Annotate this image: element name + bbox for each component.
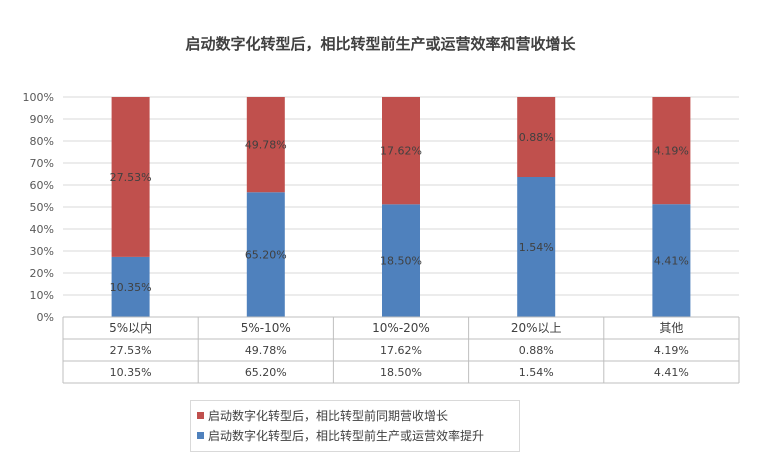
table-cell-revenue: 0.88% xyxy=(519,344,554,357)
data-label-efficiency: 18.50% xyxy=(380,255,422,268)
y-tick-label: 0% xyxy=(37,311,54,324)
y-tick-label: 100% xyxy=(23,91,54,104)
bar-segment-revenue xyxy=(652,97,691,205)
bar-segment-efficiency xyxy=(382,204,420,317)
data-label-revenue: 4.19% xyxy=(654,145,689,158)
y-tick-label: 60% xyxy=(30,179,54,192)
data-label-efficiency: 1.54% xyxy=(519,241,554,254)
y-tick-label: 50% xyxy=(30,201,54,214)
x-category-label: 10%-20% xyxy=(372,321,430,335)
chart-title: 启动数字化转型后，相比转型前生产或运营效率和营收增长 xyxy=(185,35,576,53)
y-tick-label: 70% xyxy=(30,157,54,170)
table-cell-efficiency: 65.20% xyxy=(245,366,287,379)
table-cell-revenue: 27.53% xyxy=(110,344,152,357)
data-label-efficiency: 65.20% xyxy=(245,249,287,262)
x-category-label: 5%以内 xyxy=(109,321,152,335)
data-label-revenue: 17.62% xyxy=(380,145,422,158)
x-category-label: 20%以上 xyxy=(511,321,562,335)
y-tick-label: 10% xyxy=(30,289,54,302)
y-tick-label: 20% xyxy=(30,267,54,280)
bar-segment-revenue xyxy=(382,97,420,205)
legend-label-efficiency: 启动数字化转型后，相比转型前生产或运营效率提升 xyxy=(208,428,485,443)
y-tick-label: 80% xyxy=(30,135,54,148)
legend-swatch-revenue xyxy=(197,411,204,419)
table-cell-revenue: 4.19% xyxy=(654,344,689,357)
table-cell-revenue: 49.78% xyxy=(245,344,287,357)
bar-segment-efficiency xyxy=(652,204,691,317)
data-label-efficiency: 10.35% xyxy=(110,281,152,294)
table-cell-revenue: 17.62% xyxy=(380,344,422,357)
x-category-label: 其他 xyxy=(659,321,683,335)
data-label-revenue: 0.88% xyxy=(519,131,554,144)
legend-item-efficiency: 启动数字化转型后，相比转型前生产或运营效率提升 xyxy=(197,425,513,445)
data-label-efficiency: 4.41% xyxy=(654,255,689,268)
y-tick-label: 30% xyxy=(30,245,54,258)
y-tick-label: 90% xyxy=(30,113,54,126)
table-cell-efficiency: 1.54% xyxy=(519,366,554,379)
legend-item-revenue: 启动数字化转型后，相比转型前同期营收增长 xyxy=(197,405,513,425)
legend: 启动数字化转型后，相比转型前同期营收增长 启动数字化转型后，相比转型前生产或运营… xyxy=(190,400,520,452)
bar-segment-efficiency xyxy=(111,256,150,317)
bar-segment-revenue xyxy=(246,97,285,193)
x-category-label: 5%-10% xyxy=(241,321,291,335)
legend-swatch-efficiency xyxy=(197,431,204,439)
table-cell-efficiency: 4.41% xyxy=(654,366,689,379)
y-tick-label: 40% xyxy=(30,223,54,236)
data-label-revenue: 27.53% xyxy=(110,171,152,184)
bar-segment-revenue xyxy=(111,97,150,257)
table-cell-efficiency: 10.35% xyxy=(110,366,152,379)
bar-segment-efficiency xyxy=(517,177,556,317)
bar-segment-efficiency xyxy=(246,192,285,317)
bar-segment-revenue xyxy=(517,97,556,177)
legend-label-revenue: 启动数字化转型后，相比转型前同期营收增长 xyxy=(208,408,449,423)
table-cell-efficiency: 18.50% xyxy=(380,366,422,379)
data-label-revenue: 49.78% xyxy=(245,139,287,152)
